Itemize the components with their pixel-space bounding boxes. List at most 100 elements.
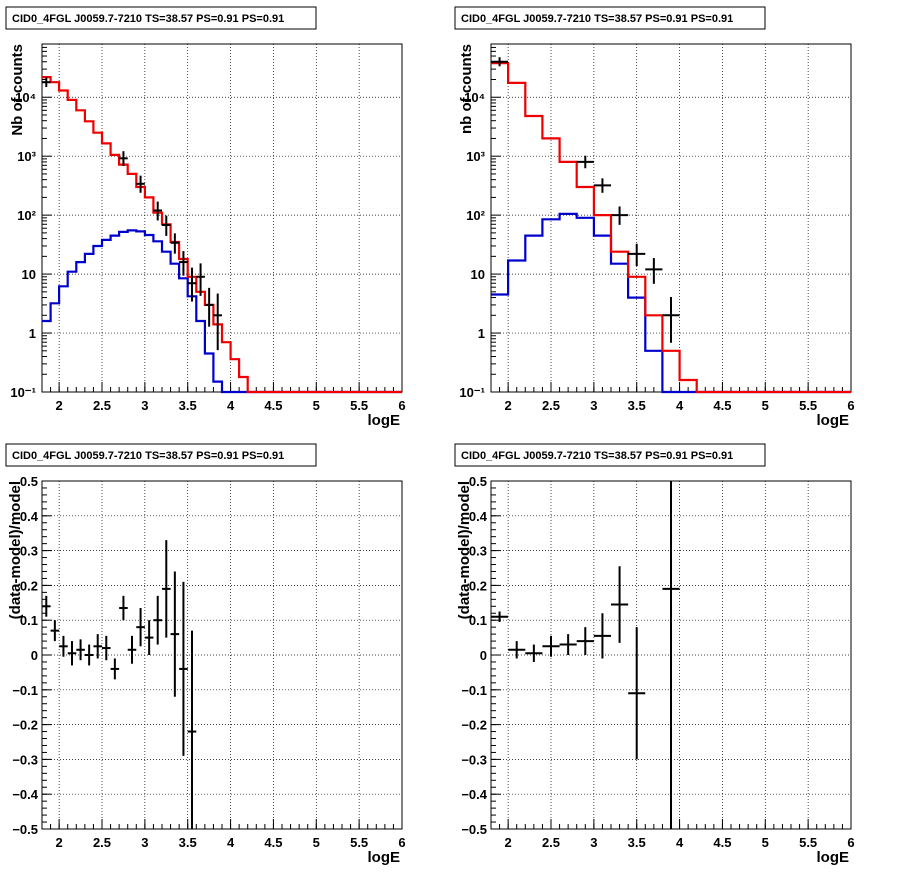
title-box-frame [5,443,317,467]
y-tick-label: 0.1 [20,613,38,628]
x-tick-label: 4.5 [713,835,731,850]
x-tick-label: 2 [56,398,63,413]
x-tick-label: 3 [590,835,597,850]
y-tick-label: 0 [31,648,38,663]
data-point [576,155,594,169]
y-tick-label: 10³ [17,149,36,164]
x-tick-label: 4 [676,835,684,850]
data-point [593,178,611,193]
chart-title: CID0_4FGL J0059.7-7210 TS=38.57 PS=0.91 … [461,13,733,25]
residual-point [179,581,188,756]
x-tick-label: 5.5 [350,835,368,850]
x-tick-label: 3 [141,835,148,850]
pad-top-left-counts: CID0_4FGL J0059.7-7210 TS=38.57 PS=0.91 … [0,0,449,437]
x-tick-label: 5 [313,835,320,850]
y-tick-label: −0.3 [12,752,38,767]
x-tick-label: 3.5 [628,398,646,413]
y-tick-label: 1 [478,326,485,341]
x-axis-label: logE [368,412,401,429]
y-tick-label: 10 [471,267,485,282]
title-box: CID0_4FGL J0059.7-7210 TS=38.57 PS=0.91 … [5,443,317,467]
data-point [170,233,180,254]
x-tick-label: 4 [227,835,235,850]
y-tick-label: −0.1 [12,683,38,698]
y-tick-label: 10³ [466,149,485,164]
y-tick-label: −0.1 [461,683,487,698]
y-tick-label: 0.5 [469,474,487,489]
x-tick-label: 4.5 [264,398,282,413]
title-box: CID0_4FGL J0059.7-7210 TS=38.57 PS=0.91 … [454,443,766,467]
y-tick-label: 0.5 [20,474,38,489]
residual-point [42,595,51,617]
residual-point [170,571,180,697]
residual-point [110,658,120,680]
y-tick-label: 0.1 [469,613,487,628]
y-axis-label: (data-model)/model [7,481,24,619]
y-tick-label: 10⁻¹ [459,385,485,400]
residual-point [50,620,60,642]
y-tick-label: 0.4 [469,509,488,524]
x-tick-label: 5.5 [799,398,817,413]
residual-point [542,635,560,657]
residual-point [611,566,629,643]
x-tick-label: 3.5 [179,835,197,850]
x-axis-label: logE [817,412,850,429]
x-tick-label: 5 [313,398,320,413]
residual-point [508,641,526,659]
residual-point [576,627,594,655]
data-point [196,263,205,296]
residual-point [153,595,162,645]
residual-point [67,641,77,666]
residual-point [84,644,94,666]
residual-point [136,608,145,647]
title-box: CID0_4FGL J0059.7-7210 TS=38.57 PS=0.91 … [454,6,766,30]
x-axis-label: logE [368,849,401,866]
y-tick-label: 10⁴ [15,90,36,105]
data-point [628,243,646,267]
data-point [204,287,214,327]
chart-title: CID0_4FGL J0059.7-7210 TS=38.57 PS=0.91 … [12,13,284,25]
y-tick-label: −0.4 [461,787,487,802]
y-tick-label: 0.4 [20,509,39,524]
x-tick-label: 2.5 [542,835,560,850]
residual-point [525,644,543,662]
residual-point [491,611,509,622]
residual-point [59,635,68,657]
title-box-frame [454,6,766,30]
residuals-plot-left: CID0_4FGL J0059.7-7210 TS=38.57 PS=0.91 … [5,443,406,866]
x-tick-label: 3 [141,398,148,413]
y-tick-label: 10² [466,208,485,223]
x-tick-label: 3 [590,398,597,413]
residual-point [76,639,85,661]
residual-point [102,635,111,661]
data-point [136,175,145,193]
y-tick-label: −0.5 [12,822,38,837]
y-tick-label: 10² [17,208,36,223]
x-tick-label: 3.5 [179,398,197,413]
x-tick-label: 2.5 [93,835,111,850]
y-axis-label: (data-model)/model [456,481,473,619]
y-tick-label: −0.2 [461,718,487,733]
y-tick-label: −0.5 [461,822,487,837]
residual-point [127,635,137,664]
data-point [645,258,663,284]
data-point [662,296,680,343]
residual-point [144,620,154,655]
title-box-frame [5,6,317,30]
data-point [42,77,51,88]
y-tick-label: 10 [22,267,36,282]
y-axis-label: nb of counts [458,44,475,134]
y-tick-label: 10⁻¹ [10,385,36,400]
x-axis-label: logE [817,849,850,866]
residual-point [119,595,128,621]
y-tick-label: 0.3 [469,544,487,559]
x-tick-label: 4.5 [264,835,282,850]
data-point [153,201,162,221]
x-tick-label: 2.5 [93,398,111,413]
x-tick-label: 6 [847,398,854,413]
data-point [213,293,222,351]
x-tick-label: 6 [847,835,854,850]
